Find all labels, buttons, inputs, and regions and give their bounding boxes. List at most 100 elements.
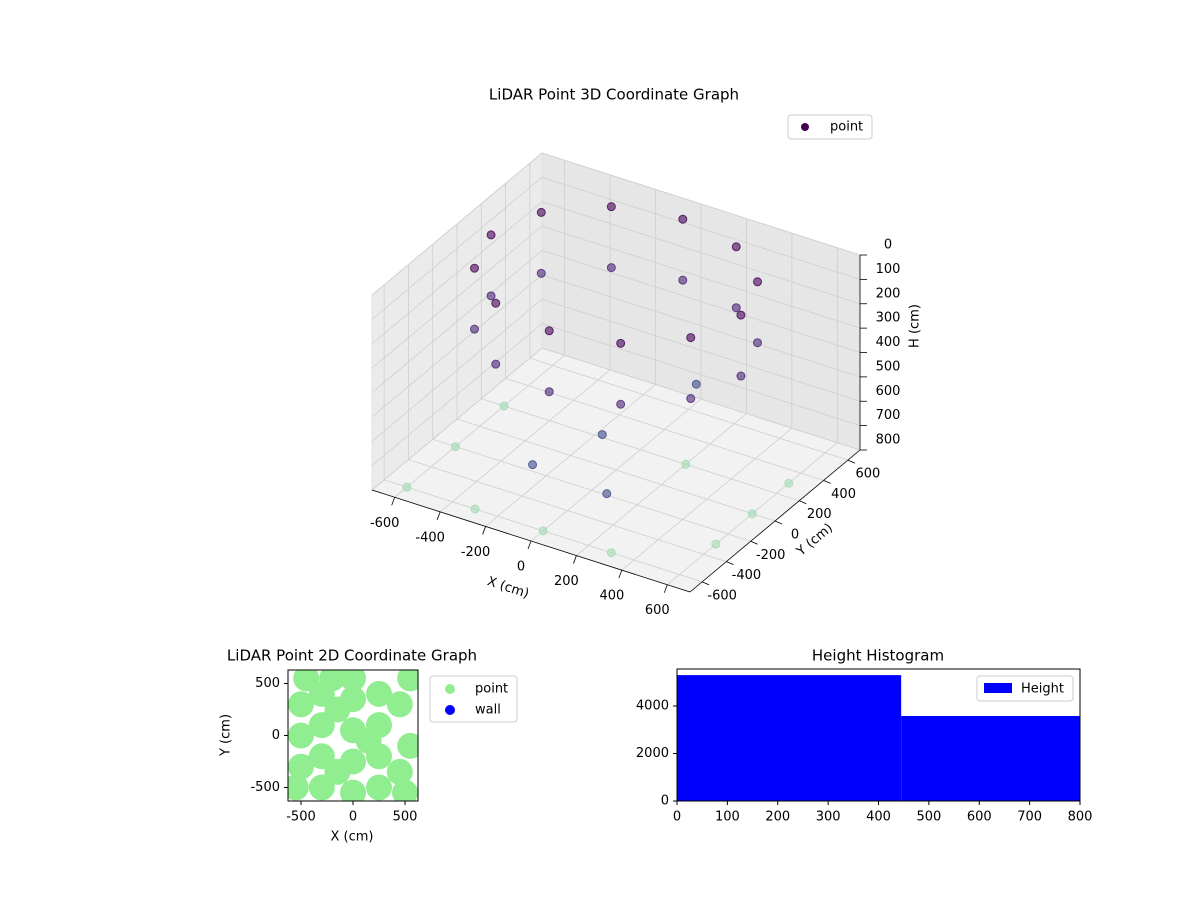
grid-line — [541, 274, 861, 378]
plot-area — [288, 670, 418, 801]
grid-line — [371, 201, 543, 345]
x-tick-label: 0 — [349, 810, 357, 825]
point — [324, 696, 351, 723]
legend-label: Height — [1021, 682, 1064, 697]
point — [293, 670, 320, 692]
point — [731, 303, 741, 313]
x-tick-label: 400 — [599, 589, 624, 604]
tick-mark — [436, 511, 441, 520]
x-axis-label: X (cm) — [331, 830, 374, 845]
point — [536, 268, 546, 278]
chart-title: LiDAR Point 3D Coordinate Graph — [489, 86, 739, 104]
point — [491, 359, 501, 369]
legend-box — [429, 675, 518, 723]
y-tick-label: 400 — [831, 487, 856, 502]
y-tick-label: 0 — [272, 728, 280, 743]
point — [736, 371, 746, 381]
point — [686, 333, 696, 343]
point — [691, 379, 701, 389]
point — [538, 526, 548, 536]
x-tick-label: 500 — [393, 810, 418, 825]
tick-mark — [391, 497, 396, 506]
y-tick-label: 0 — [661, 794, 669, 809]
tick-mark — [573, 555, 577, 564]
y-tick-label: 600 — [855, 467, 880, 482]
point — [711, 539, 721, 549]
y-tick-label: 0 — [791, 528, 799, 543]
grid-line — [371, 152, 543, 296]
z-tick-label: 800 — [876, 433, 901, 448]
x-axis-line — [371, 489, 691, 593]
x-tick-label: -500 — [286, 810, 316, 825]
point — [386, 758, 413, 785]
z-tick-label: 400 — [876, 335, 901, 350]
grid-line — [432, 438, 751, 542]
grid-line — [371, 347, 543, 491]
point — [386, 691, 413, 718]
legend-box — [787, 114, 873, 140]
grid-line — [481, 398, 800, 502]
x-tick-label: 400 — [866, 810, 891, 825]
y-tick-label: 500 — [255, 676, 280, 691]
point — [753, 277, 763, 287]
chart-title: Height Histogram — [812, 647, 944, 665]
point — [536, 207, 546, 217]
z-tick-label: 200 — [876, 286, 901, 301]
point — [499, 401, 509, 411]
z-tick-label: 100 — [876, 262, 901, 277]
x-tick-label: -200 — [461, 545, 491, 560]
x-tick-label: 700 — [1017, 810, 1042, 825]
grid-line — [371, 323, 543, 466]
point — [355, 727, 382, 754]
point — [366, 680, 392, 707]
x-tick-label: 0 — [673, 810, 681, 825]
point — [606, 263, 616, 273]
point — [397, 670, 418, 692]
point — [597, 430, 607, 440]
z-tick-label: 300 — [876, 311, 901, 326]
legend-marker — [801, 123, 809, 131]
y-tick-label: 2000 — [636, 746, 669, 761]
point — [319, 670, 346, 692]
tick-mark — [701, 581, 710, 586]
point — [678, 275, 688, 285]
grid-line — [541, 323, 861, 427]
legend-box — [976, 675, 1074, 702]
grid-line — [529, 357, 848, 461]
point — [784, 478, 794, 488]
point — [288, 753, 314, 780]
grid-line — [541, 250, 861, 353]
grid-line — [408, 459, 727, 562]
x-tick-label: -600 — [370, 516, 400, 531]
point — [616, 338, 626, 348]
y-tick-label: -600 — [707, 588, 737, 603]
point — [602, 489, 612, 499]
z-tick-label: 0 — [884, 238, 892, 253]
tick-mark — [663, 584, 668, 593]
grid-line — [541, 298, 861, 402]
legend-label: point — [475, 682, 508, 697]
grid-line — [505, 378, 824, 481]
y-axis-line — [689, 449, 861, 593]
grid-line — [371, 250, 543, 393]
grid-line — [541, 176, 861, 280]
grid-line — [541, 347, 861, 451]
point — [288, 722, 314, 749]
y-axis-label: Y (cm) — [219, 714, 234, 757]
chart-title: LiDAR Point 2D Coordinate Graph — [227, 647, 477, 665]
legend-marker — [445, 705, 455, 715]
legend-label: wall — [475, 703, 501, 718]
point — [340, 670, 366, 692]
y-tick-label: 4000 — [636, 699, 669, 714]
y-tick-label: -400 — [732, 568, 762, 583]
point — [366, 774, 392, 801]
x-tick-label: 800 — [1068, 810, 1093, 825]
grid-line — [371, 225, 543, 369]
grid-line — [541, 225, 861, 329]
tick-mark — [527, 540, 532, 550]
point — [731, 242, 741, 252]
point — [392, 779, 418, 801]
x-tick-label: 0 — [517, 560, 525, 575]
point — [528, 460, 538, 470]
